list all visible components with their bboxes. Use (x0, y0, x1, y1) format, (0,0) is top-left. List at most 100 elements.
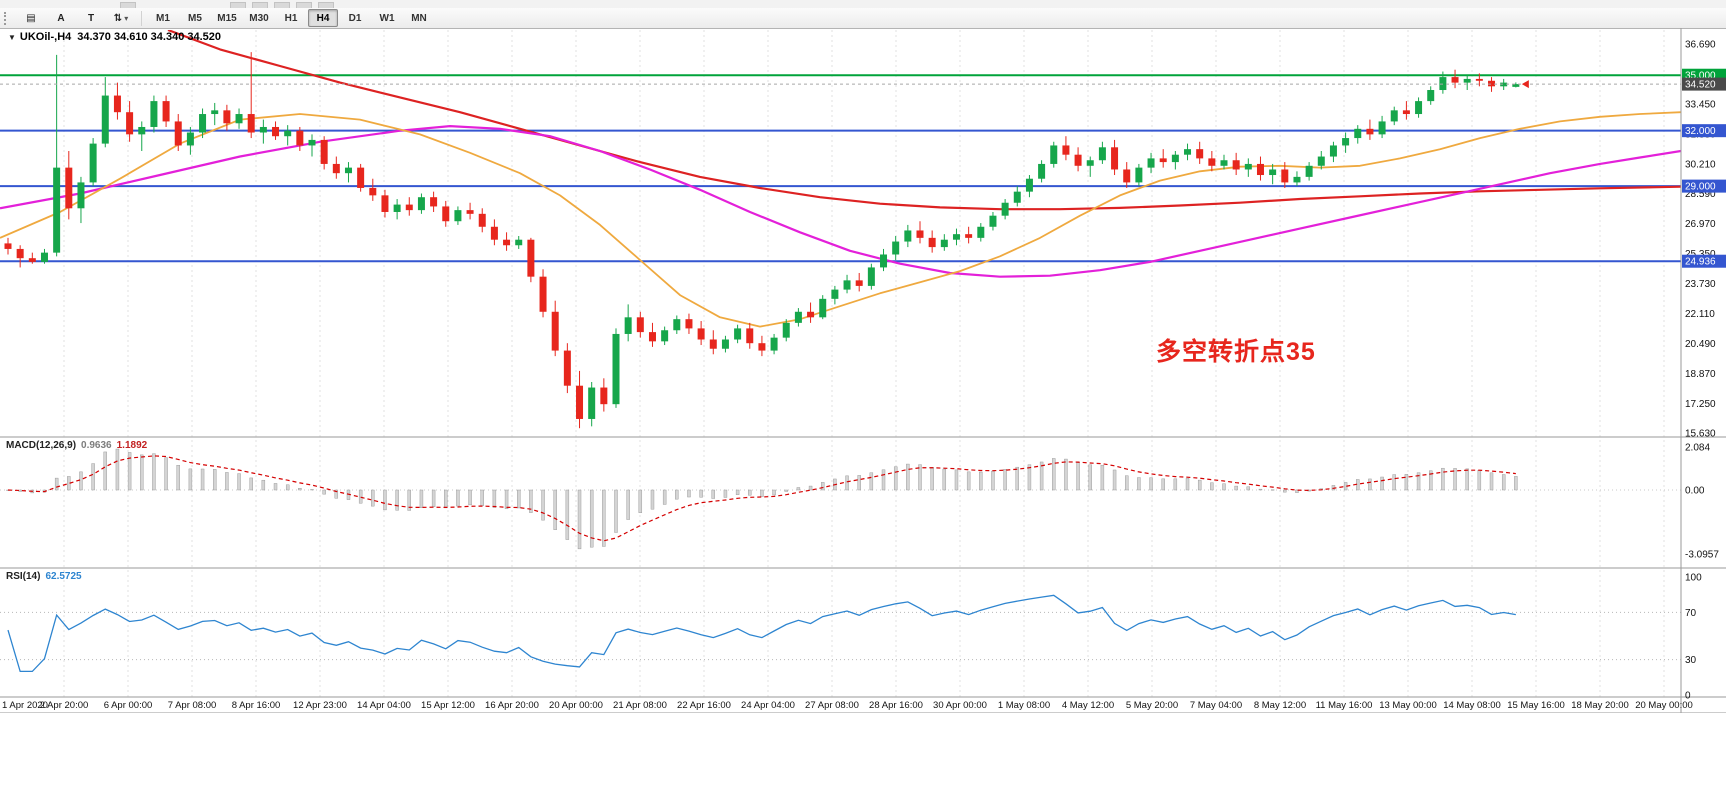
text-tool-t-button[interactable]: T (87, 12, 95, 24)
svg-text:26.970: 26.970 (1685, 219, 1716, 230)
timeframe-button-w1[interactable]: W1 (379, 12, 395, 24)
chart-grid-icon: ▤ (26, 12, 36, 24)
svg-text:15 May 16:00: 15 May 16:00 (1507, 700, 1565, 711)
svg-text:5 May 20:00: 5 May 20:00 (1126, 700, 1178, 711)
svg-text:21 Apr 08:00: 21 Apr 08:00 (613, 700, 667, 711)
timeframe-button-m15[interactable]: M15 (217, 12, 237, 24)
rsi-name: RSI(14) (6, 571, 41, 582)
timeframe-button-m30[interactable]: M30 (249, 12, 269, 24)
svg-text:29.000: 29.000 (1685, 182, 1716, 193)
chart-canvas[interactable]: 36.69035.07033.45031.83030.21028.59026.9… (0, 28, 1726, 713)
chevron-down-icon: ▾ (124, 13, 129, 23)
svg-text:20 Apr 00:00: 20 Apr 00:00 (549, 700, 603, 711)
svg-text:18 May 20:00: 18 May 20:00 (1571, 700, 1629, 711)
svg-text:7 May 04:00: 7 May 04:00 (1190, 700, 1242, 711)
time-axis-labels: 1 Apr 20202 Apr 20:00 6 Apr 00:00 7 Apr 08… (2, 700, 1693, 711)
toolbar-separator (141, 10, 142, 26)
ohlc-values: 34.370 34.610 34.340 34.520 (77, 31, 222, 43)
svg-text:35.000: 35.000 (1685, 71, 1716, 82)
svg-text:28.590: 28.590 (1685, 189, 1716, 200)
timeframe-button-m5[interactable]: M5 (188, 12, 202, 24)
text-tool-a-button[interactable]: A (57, 12, 65, 24)
symbol-timeframe-label: UKOil-,H4 (19, 31, 72, 43)
macd-main-value: 0.9636 (81, 440, 112, 451)
svg-text:1 May 08:00: 1 May 08:00 (998, 700, 1050, 711)
svg-text:14 May 08:00: 14 May 08:00 (1443, 700, 1501, 711)
timeframe-button-d1[interactable]: D1 (348, 12, 362, 24)
svg-text:34.520: 34.520 (1685, 80, 1716, 91)
svg-text:2.084: 2.084 (1685, 442, 1710, 453)
indicators-dropdown-button[interactable]: ⇅ ▾ (107, 9, 135, 27)
svg-text:20.490: 20.490 (1685, 339, 1716, 350)
svg-text:20 May 00:00: 20 May 00:00 (1635, 700, 1693, 711)
svg-text:25.350: 25.350 (1685, 249, 1716, 260)
slow-ma-red (167, 30, 1681, 211)
svg-text:18.870: 18.870 (1685, 369, 1716, 380)
macd-signal-line (7, 455, 1516, 542)
svg-text:36.690: 36.690 (1685, 40, 1716, 51)
macd-indicator-label: MACD(12,26,9) 0.9636 1.1892 (6, 440, 147, 451)
macd-signal-value: 1.1892 (116, 440, 148, 451)
macd-histogram (6, 448, 1518, 550)
rsi-line (7, 594, 1516, 673)
rsi-value: 62.5725 (45, 571, 82, 582)
chart-annotation: 多空转折点35 (1156, 338, 1316, 366)
toolbar: ▤ A T ⇅ ▾ M1 M5 M15 M30 H1 H4 D1 W1 MN (0, 8, 1726, 29)
svg-text:2 Apr 20:00: 2 Apr 20:00 (40, 700, 89, 711)
svg-text:30 Apr 00:00: 30 Apr 00:00 (933, 700, 987, 711)
svg-text:4 May 12:00: 4 May 12:00 (1062, 700, 1114, 711)
timeframe-button-h4[interactable]: H4 (308, 9, 338, 27)
svg-text:30.210: 30.210 (1685, 159, 1716, 170)
svg-text:28 Apr 16:00: 28 Apr 16:00 (869, 700, 923, 711)
svg-text:27 Apr 08:00: 27 Apr 08:00 (805, 700, 859, 711)
svg-text:16 Apr 20:00: 16 Apr 20:00 (485, 700, 539, 711)
timeframe-button-m1[interactable]: M1 (156, 12, 170, 24)
svg-text:14 Apr 04:00: 14 Apr 04:00 (357, 700, 411, 711)
toolbar-grip[interactable] (4, 11, 11, 25)
clipped-icon (230, 2, 246, 8)
panel-borders (0, 28, 1726, 713)
svg-text:15 Apr 12:00: 15 Apr 12:00 (421, 700, 475, 711)
svg-text:70: 70 (1685, 608, 1697, 619)
svg-text:24 Apr 04:00: 24 Apr 04:00 (741, 700, 795, 711)
last-price-arrow (1521, 80, 1529, 89)
fast-ma-orange (0, 111, 1681, 328)
clipped-icon (120, 2, 136, 8)
svg-text:22.110: 22.110 (1685, 309, 1715, 320)
collapse-icon[interactable]: ▼ (8, 33, 16, 42)
moving-averages-layer (0, 30, 1681, 328)
price-badges: 35.00034.520 32.000 29.000 24.936 (1682, 68, 1726, 268)
svg-text:30: 30 (1685, 655, 1697, 666)
svg-text:6 Apr 00:00: 6 Apr 00:00 (104, 700, 153, 711)
timeframe-button-mn[interactable]: MN (411, 12, 427, 24)
clipped-icon (318, 2, 334, 8)
svg-text:23.730: 23.730 (1685, 279, 1716, 290)
svg-text:100: 100 (1685, 573, 1702, 584)
clipped-icon (252, 2, 268, 8)
svg-text:-3.0957: -3.0957 (1685, 549, 1719, 560)
macd-name: MACD(12,26,9) (6, 440, 77, 451)
time-axis[interactable] (0, 697, 1681, 713)
rsi-indicator-label: RSI(14) 62.5725 (6, 571, 82, 582)
svg-text:22 Apr 16:00: 22 Apr 16:00 (677, 700, 731, 711)
svg-text:8 Apr 16:00: 8 Apr 16:00 (232, 700, 281, 711)
svg-text:24.936: 24.936 (1685, 257, 1716, 268)
svg-text:11 May 16:00: 11 May 16:00 (1316, 700, 1373, 711)
timeframe-button-h1[interactable]: H1 (284, 12, 298, 24)
svg-text:15.630: 15.630 (1685, 429, 1716, 440)
chart-header: ▼ UKOil-,H4 34.370 34.610 34.340 34.520 (8, 31, 221, 43)
clipped-icon (296, 2, 312, 8)
price-axis[interactable] (1681, 28, 1726, 713)
svg-text:0.00: 0.00 (1685, 486, 1705, 497)
arrows-icon: ⇅ (113, 12, 123, 24)
svg-text:17.250: 17.250 (1685, 399, 1716, 410)
svg-text:13 May 00:00: 13 May 00:00 (1379, 700, 1437, 711)
candlesticks-layer (4, 52, 1520, 429)
indicator-reference-lines (0, 489, 1681, 661)
level-lines (0, 74, 1681, 263)
chart-list-button[interactable]: ▤ (17, 9, 45, 27)
svg-text:32.000: 32.000 (1685, 126, 1716, 137)
clipped-icon (274, 2, 290, 8)
svg-text:33.450: 33.450 (1685, 99, 1716, 110)
